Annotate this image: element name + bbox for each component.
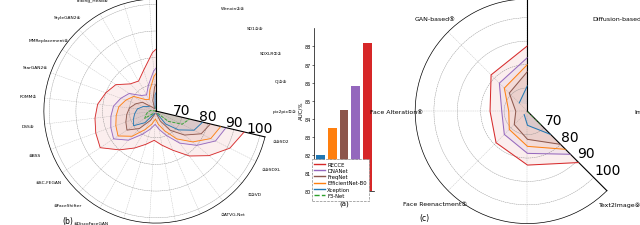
- Polygon shape: [95, 38, 250, 156]
- Bar: [316, 155, 325, 225]
- Polygon shape: [504, 65, 586, 150]
- Text: (b): (b): [62, 216, 73, 225]
- Bar: [328, 128, 337, 225]
- Polygon shape: [499, 58, 593, 155]
- Polygon shape: [111, 57, 230, 146]
- Text: (a): (a): [339, 199, 349, 206]
- Text: (c): (c): [419, 214, 429, 223]
- Polygon shape: [509, 72, 579, 145]
- Bar: [363, 44, 372, 225]
- Polygon shape: [490, 47, 605, 165]
- Bar: [351, 87, 360, 225]
- Bar: [340, 110, 348, 225]
- Legend: RECCE, DNANet, FreqNet, EfficientNet-B0, Xception, F3-Net: RECCE, DNANet, FreqNet, EfficientNet-B0,…: [312, 159, 369, 201]
- Polygon shape: [116, 62, 225, 142]
- Y-axis label: AUC/%: AUC/%: [298, 101, 303, 119]
